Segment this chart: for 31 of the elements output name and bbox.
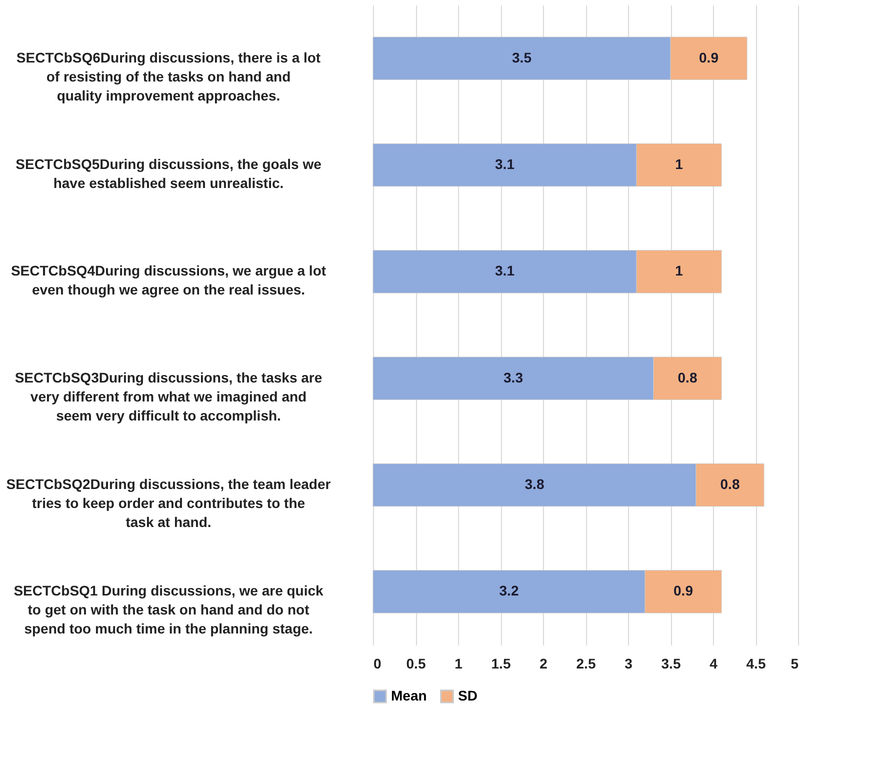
y-tick-label: SECTCbSQ6During discussions, there is a lot of resisting of the tasks on hand and quality improvement approaches. — [16, 49, 321, 104]
x-tick-label: 1 — [454, 656, 463, 672]
data-label: 0.9 — [674, 582, 694, 599]
data-label: 3.8 — [524, 476, 544, 492]
y-tick-label: SECTCbSQ4During discussions, we argue a lot even though we agree on the real issues. — [10, 262, 326, 298]
data-label: 0.8 — [678, 369, 698, 386]
x-tick-label: 0.5 — [406, 656, 426, 672]
x-tick-label: 4 — [710, 656, 718, 672]
x-tick-label: 5 — [790, 656, 799, 672]
legend-label: Mean — [391, 687, 427, 704]
data-label: 1 — [675, 156, 684, 172]
data-label: 3.5 — [512, 49, 532, 66]
data-label: 0.8 — [720, 476, 740, 492]
legend-label: SD — [458, 687, 478, 704]
data-label: 0.9 — [699, 49, 719, 66]
x-tick-label: 2.5 — [576, 656, 596, 672]
x-tick-label: 4.5 — [746, 656, 766, 672]
y-tick-label: SECTCbSQ1 During discussions, we are quick to get on with the task on hand and do not spend too much time in the planning stage. — [14, 582, 324, 637]
x-tick-label: 3 — [624, 656, 633, 672]
y-tick-label: SECTCbSQ3During discussions, the tasks are very different from what we imagined and seem very difficult to accomplish. — [14, 369, 322, 424]
data-label: 3.1 — [495, 262, 515, 279]
data-label: 3.2 — [499, 582, 519, 599]
x-tick-label: 0 — [374, 656, 382, 672]
y-tick-label: SECTCbSQ2During discussions, the team leader tries to keep order and contributes to the task at hand. — [6, 476, 332, 530]
data-label: 1 — [675, 262, 684, 279]
x-tick-label: 1.5 — [491, 656, 511, 672]
data-label: 3.3 — [504, 369, 524, 386]
x-tick-label: 2 — [540, 656, 548, 672]
x-tick-label: 3.5 — [661, 656, 681, 672]
y-tick-label: SECTCbSQ5During discussions, the goals we have established seem unrealistic. — [16, 156, 322, 191]
data-label: 3.1 — [495, 156, 515, 172]
